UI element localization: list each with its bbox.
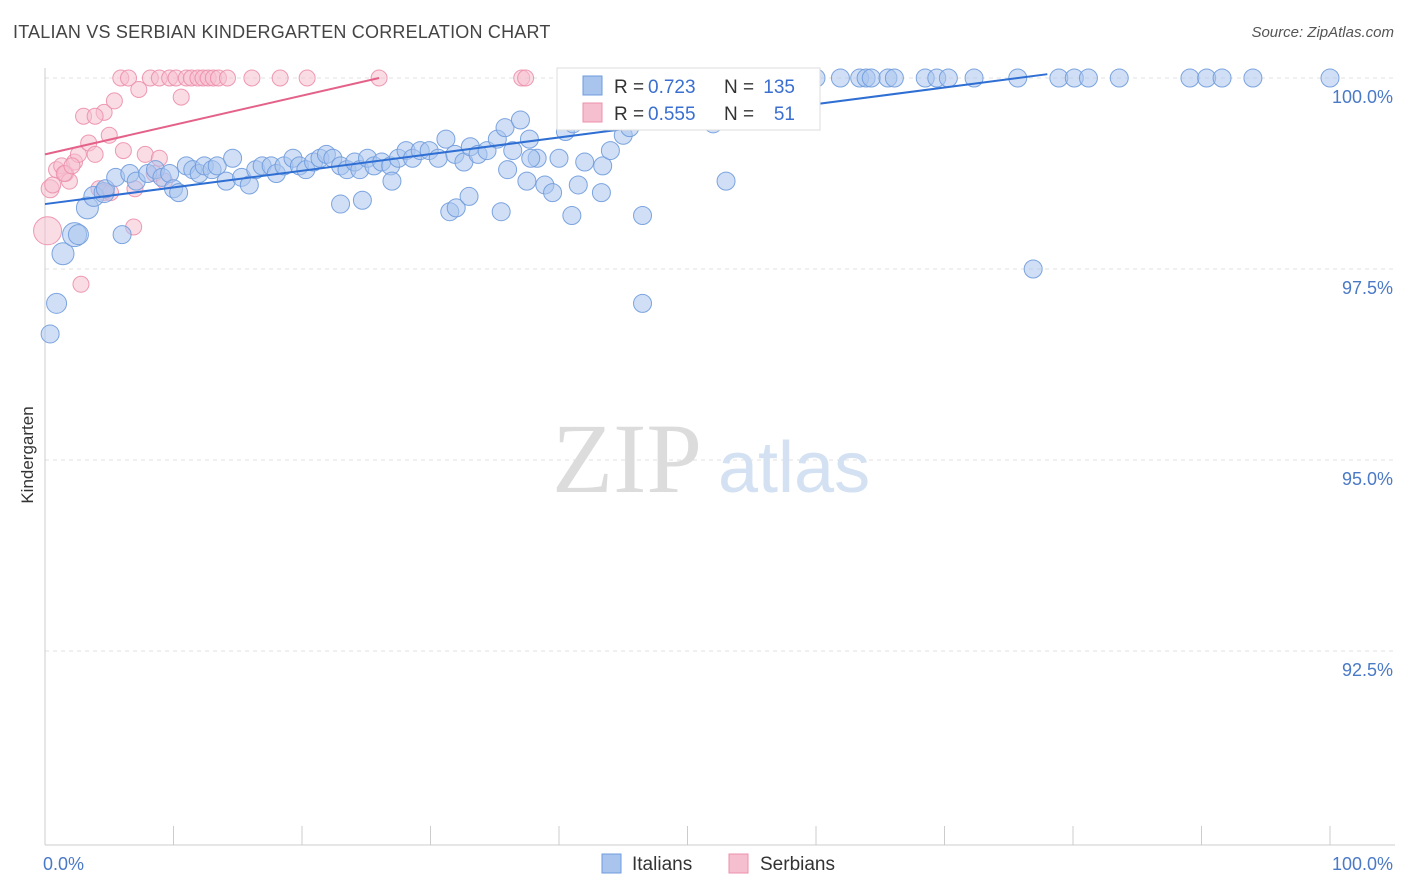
italians-point-91: [382, 171, 402, 191]
italians-point-80: [491, 202, 511, 222]
gridlines: [45, 77, 1395, 652]
legend-italians-label[interactable]: Italians: [632, 854, 692, 875]
italians-regression-line: [44, 73, 1048, 206]
series-legend: Italians Serbians: [601, 853, 835, 875]
italians-point-8: [112, 225, 132, 245]
italians-point-93: [549, 148, 569, 168]
legend-italians-swatch[interactable]: [601, 853, 622, 874]
serbians-regression-line: [44, 77, 380, 156]
italians-point-85: [568, 175, 588, 195]
italians-r-label: R =: [614, 77, 644, 98]
italians-point-92: [521, 148, 541, 168]
y-tick-label-3: 92.5%: [1342, 660, 1393, 680]
italians-point-75: [331, 194, 351, 214]
y-axis-title: Kindergarten: [18, 406, 37, 503]
italians-n-label: N =: [724, 77, 754, 98]
serbians-point-38: [271, 69, 289, 87]
italians-point-62: [495, 118, 515, 138]
serbians-point-20: [130, 80, 148, 98]
y-tick-label-2: 95.0%: [1342, 469, 1393, 489]
italians-point-118: [938, 68, 958, 88]
italians-point-122: [1078, 68, 1098, 88]
source-credit: Source: ZipAtlas.com: [1251, 24, 1394, 41]
serbians-n-label: N =: [724, 104, 754, 125]
serbians-points: [33, 69, 535, 293]
italians-point-78: [446, 198, 466, 218]
italians-point-0: [40, 324, 60, 344]
italians-point-126: [1212, 68, 1232, 88]
italians-point-55: [436, 129, 456, 149]
italians-point-64: [510, 110, 530, 130]
italians-r-value: 0.723: [648, 77, 696, 98]
italians-point-128: [1320, 68, 1340, 88]
stats-legend: R = 0.723 N = 135 R = 0.555 N = 51: [556, 67, 821, 131]
legend-serbians-swatch[interactable]: [728, 853, 749, 874]
italians-point-86: [591, 183, 611, 203]
serbians-point-28: [172, 88, 190, 106]
chart-title: ITALIAN VS SERBIAN KINDERGARTEN CORRELAT…: [13, 22, 551, 42]
serbians-r-label: R =: [614, 104, 644, 125]
italians-point-2: [51, 242, 75, 266]
italians-point-24: [207, 156, 227, 176]
italians-point-82: [517, 171, 537, 191]
italians-point-81: [498, 160, 518, 180]
italians-point-124: [1180, 68, 1200, 88]
italians-point-1: [46, 292, 68, 314]
serbians-r-value: 0.555: [648, 104, 696, 125]
italians-point-110: [830, 68, 850, 88]
watermark-atlas: atlas: [718, 428, 870, 508]
italians-point-71: [593, 156, 613, 176]
x-tick-label-min: 0.0%: [43, 854, 84, 874]
italians-point-65: [519, 129, 539, 149]
serbians-stat-swatch: [582, 102, 603, 123]
italians-point-26: [223, 148, 243, 168]
italians-point-94: [600, 141, 620, 161]
legend-serbians-label[interactable]: Serbians: [760, 854, 835, 875]
italians-n-value: 135: [763, 77, 795, 98]
serbians-point-42: [517, 69, 535, 87]
italians-point-90: [1023, 259, 1043, 279]
serbians-point-15: [105, 92, 123, 110]
y-tick-label-1: 97.5%: [1342, 278, 1393, 298]
serbians-point-36: [218, 69, 236, 87]
italians-point-70: [575, 152, 595, 172]
serbians-point-18: [120, 69, 138, 87]
x-tick-label-max: 100.0%: [1332, 854, 1393, 874]
italians-point-88: [716, 171, 736, 191]
italians-point-127: [1243, 68, 1263, 88]
watermark-zip: ZIP: [552, 403, 702, 514]
serbians-point-39: [298, 69, 316, 87]
x-tick-labels: 0.0% 100.0%: [43, 854, 1393, 874]
serbians-point-43: [72, 275, 90, 293]
italians-point-84: [562, 206, 582, 226]
italians-point-87: [633, 206, 653, 226]
italians-point-76: [352, 190, 372, 210]
serbians-point-21: [136, 145, 154, 163]
serbians-n-value: 51: [774, 104, 795, 125]
italians-point-79: [459, 186, 479, 206]
italians-point-89: [633, 293, 653, 313]
regression-lines: [44, 73, 1048, 206]
italians-point-115: [884, 68, 904, 88]
serbians-point-37: [243, 69, 261, 87]
y-tick-labels: 100.0% 97.5% 95.0% 92.5%: [1332, 87, 1393, 680]
axes: [44, 68, 1395, 846]
serbians-point-17: [114, 142, 132, 160]
serbians-point-48: [86, 107, 104, 125]
y-tick-label-0: 100.0%: [1332, 87, 1393, 107]
italians-point-63: [503, 141, 523, 161]
zipatlas-watermark: ZIP atlas: [552, 403, 870, 514]
italians-point-113: [861, 68, 881, 88]
serbians-point-0: [33, 216, 63, 246]
italians-point-83: [543, 183, 563, 203]
serbians-point-50: [63, 157, 81, 175]
italians-point-123: [1109, 68, 1129, 88]
italians-point-4: [67, 224, 89, 246]
italians-stat-swatch: [582, 75, 603, 96]
serbians-point-11: [86, 145, 104, 163]
